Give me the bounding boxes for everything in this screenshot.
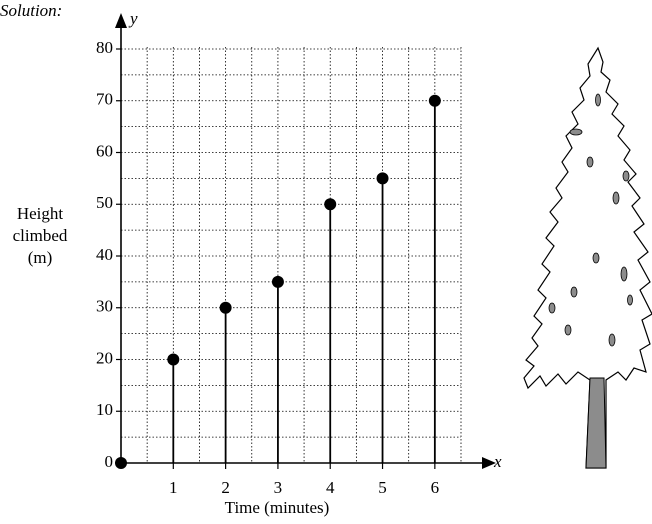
y-axis-name: y <box>128 9 138 28</box>
y-tick-label: 70 <box>96 90 113 109</box>
x-axis-arrow <box>482 457 496 469</box>
point <box>167 353 180 366</box>
tree-crown <box>523 46 652 469</box>
x-tick-label: 4 <box>326 478 335 497</box>
x-tick-label: 5 <box>378 478 387 497</box>
point <box>271 275 284 288</box>
y-axis-label: (m) <box>28 248 53 267</box>
y-tick-label: 30 <box>96 297 113 316</box>
point <box>219 301 232 314</box>
x-axis-name: x <box>493 452 502 471</box>
y-tick-label: 60 <box>96 141 113 160</box>
point <box>115 457 127 469</box>
y-tick-label: 10 <box>96 400 113 419</box>
y-axis-arrow <box>115 13 127 28</box>
point <box>324 198 337 211</box>
y-tick-label: 50 <box>96 193 113 212</box>
x-tick-label: 1 <box>169 478 178 497</box>
point <box>428 94 441 107</box>
annotation: Solution: <box>0 1 62 20</box>
y-tick-label: 20 <box>96 348 113 367</box>
tree-trunk <box>585 377 607 469</box>
y-axis-label: climbed <box>13 226 68 245</box>
tree-illustration <box>523 46 652 469</box>
point <box>376 172 389 185</box>
y-axis-label: Height <box>17 204 64 223</box>
x-tick-label: 3 <box>274 478 283 497</box>
x-tick-label: 6 <box>431 478 440 497</box>
x-tick-label: 2 <box>221 478 230 497</box>
y-tick-label: 40 <box>96 245 113 264</box>
x-axis-label: Time (minutes) <box>225 498 330 517</box>
y-tick-label: 80 <box>96 38 113 57</box>
y-tick-label: 0 <box>105 452 114 471</box>
